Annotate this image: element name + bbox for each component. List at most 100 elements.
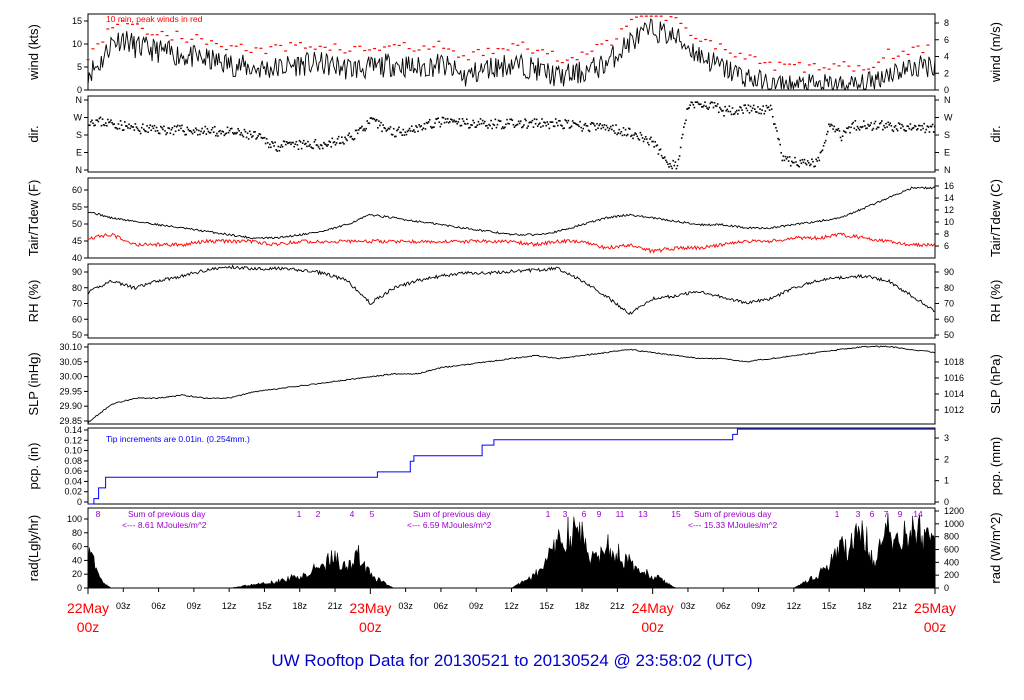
dir-point: [116, 128, 119, 130]
dir-point: [127, 127, 129, 129]
dir-point: [512, 123, 515, 126]
dir-point: [921, 124, 923, 127]
dir-point: [246, 132, 249, 135]
dir-point: [284, 143, 287, 146]
dir-point: [662, 157, 665, 160]
dir-point: [648, 143, 650, 146]
dir-point: [531, 119, 534, 122]
time-tick-label: 06z: [716, 601, 731, 611]
dir-point: [137, 129, 140, 132]
dir-point: [847, 127, 849, 130]
pcp-right-tick-label: 0: [944, 497, 949, 507]
dir-point: [714, 105, 717, 107]
dir-point: [757, 106, 759, 108]
time-tick-label: 12z: [504, 601, 519, 611]
dir-point: [881, 120, 883, 122]
dir-point: [122, 129, 125, 131]
dir-point: [831, 124, 833, 127]
dir-point: [88, 124, 90, 127]
dir-point: [782, 155, 785, 157]
dir-point: [424, 128, 427, 130]
time-tick-label: 21z: [328, 601, 343, 611]
dir-left-tick-label: W: [74, 113, 83, 123]
dir-point: [373, 118, 376, 121]
dir-point: [399, 131, 401, 134]
temp-left-tick-label: 55: [72, 202, 82, 212]
dir-point: [131, 126, 134, 128]
dir-point: [467, 122, 469, 125]
dir-point: [235, 132, 237, 135]
dir-point: [539, 122, 541, 124]
pcp-note: Tip increments are 0.01in. (0.254mm.): [106, 434, 250, 444]
dir-point: [335, 142, 338, 144]
dir-point: [123, 121, 126, 123]
dir-point: [375, 118, 378, 121]
dir-point: [314, 138, 317, 141]
dir-point: [436, 118, 438, 120]
series-slp-line: [87, 345, 936, 424]
dir-point: [149, 124, 152, 126]
dir-point: [547, 123, 550, 125]
dir-point: [336, 138, 339, 140]
dir-point: [306, 145, 308, 148]
dir-point: [488, 123, 490, 126]
dir-point: [653, 146, 655, 148]
dir-point: [365, 127, 367, 130]
dir-point: [686, 108, 688, 110]
dir-point: [725, 109, 727, 112]
dir-point: [140, 126, 143, 129]
dir-point: [350, 135, 353, 138]
dir-point: [211, 126, 214, 129]
dir-point: [473, 121, 475, 124]
dir-point: [778, 138, 780, 141]
dir-point: [503, 127, 505, 130]
dir-point: [792, 161, 794, 164]
dir-point: [260, 136, 263, 139]
dir-point: [691, 101, 694, 104]
dir-point: [589, 123, 592, 125]
dir-point: [300, 147, 303, 150]
dir-point: [815, 158, 817, 161]
dir-point: [107, 118, 109, 121]
dir-point: [468, 127, 470, 129]
dir-point: [521, 126, 523, 129]
dir-point: [818, 159, 821, 162]
dir-point: [348, 132, 351, 135]
dir-point: [698, 103, 701, 106]
dir-point: [873, 122, 876, 125]
pcp-left-tick-label: 0.06: [64, 466, 82, 476]
dir-point: [907, 125, 910, 128]
dir-point: [527, 125, 529, 127]
dir-point: [506, 118, 508, 121]
dir-point: [92, 122, 94, 125]
dir-point: [899, 123, 901, 125]
dir-point: [291, 141, 293, 144]
dir-point: [779, 143, 781, 146]
uv-marker: 7: [884, 509, 889, 519]
dir-point: [276, 150, 279, 152]
dir-point: [927, 126, 930, 128]
uv-marker: 11: [616, 509, 625, 519]
dir-point: [446, 118, 449, 120]
dir-point: [242, 135, 245, 138]
pcp-left-tick-label: 0.02: [64, 487, 82, 497]
dir-point: [315, 144, 318, 146]
time-tick-label: 21z: [610, 601, 625, 611]
dir-point: [249, 133, 252, 136]
dir-point: [573, 122, 576, 124]
dir-point: [823, 141, 826, 144]
dir-point: [181, 124, 183, 127]
dir-point: [615, 124, 617, 126]
dir-point: [566, 121, 569, 124]
dir-point: [207, 130, 210, 133]
dir-point: [388, 128, 391, 130]
dir-point: [933, 125, 936, 128]
dir-point: [552, 125, 555, 128]
dir-point: [409, 130, 412, 132]
dir-point: [170, 128, 173, 131]
dir-point: [774, 123, 776, 125]
dir-point: [500, 127, 503, 130]
dir-point: [167, 127, 170, 129]
dir-point: [357, 129, 360, 131]
dir-point: [189, 129, 192, 132]
